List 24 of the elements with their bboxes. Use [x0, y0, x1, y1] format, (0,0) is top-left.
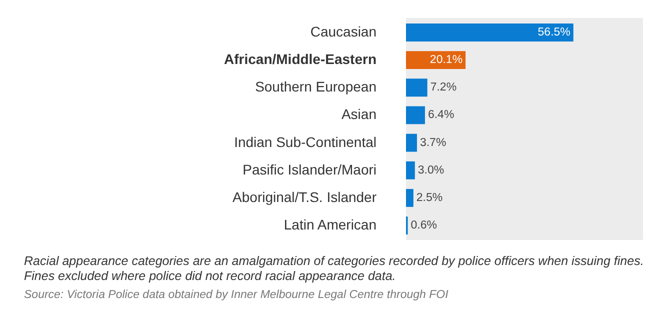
data-label: 2.5% [416, 192, 443, 204]
data-label: 0.6% [410, 220, 437, 232]
y-tick-label: Aboriginal/T.S. Islander [232, 188, 377, 205]
y-tick-label: Latin American [284, 216, 376, 233]
bar [406, 134, 417, 152]
source-note: Source: Victoria Police data obtained by Inner Melbourne Legal Centre through FOI [24, 288, 450, 303]
y-tick-label: African/Middle-Eastern [224, 51, 376, 68]
bar [406, 188, 414, 207]
bar [406, 24, 574, 42]
bar [406, 106, 425, 124]
y-tick-label: Caucasian [310, 23, 376, 40]
y-tick-label: Asian [341, 106, 376, 122]
y-tick-label: Indian Sub-Continental [234, 134, 376, 150]
y-tick-label: Southern European [255, 78, 376, 95]
data-label: 3.7% [420, 136, 446, 149]
bar [406, 78, 428, 97]
data-label: 56.5% [538, 26, 570, 38]
bar [406, 161, 415, 180]
data-label: 20.1% [430, 54, 463, 66]
data-label: 7.2% [430, 82, 457, 94]
text: Racial appearance categories are an amalgamation of categories recorded by police officers when issuing fines. Fines excluded where police did not record racial appearance data. [24, 254, 644, 284]
data-label: 3.0% [418, 164, 444, 176]
y-tick-label: Pasific Islander/Maori [242, 161, 376, 178]
data-label: 6.4% [428, 109, 454, 122]
